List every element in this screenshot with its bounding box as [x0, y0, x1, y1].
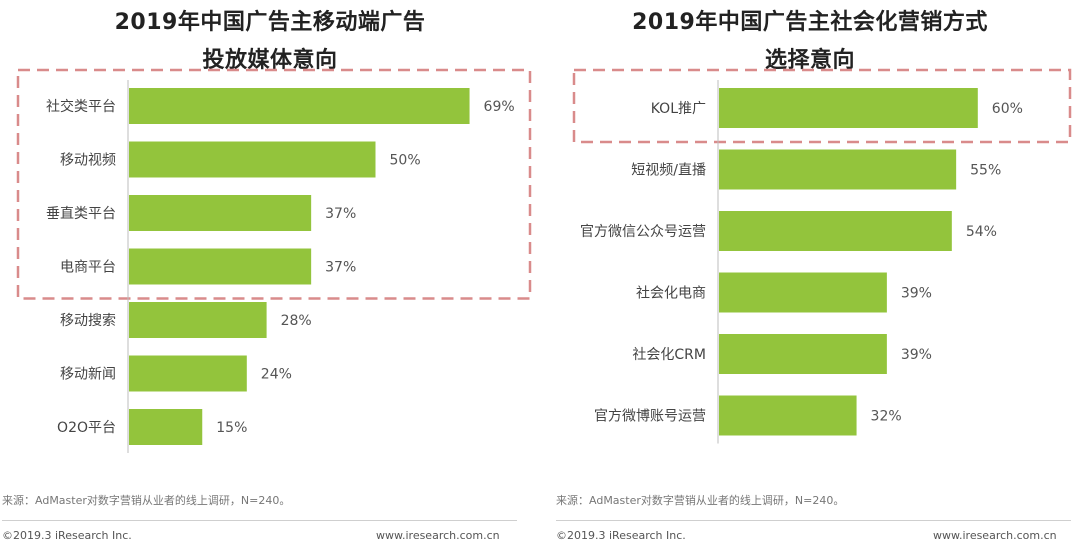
bar-5: [129, 302, 267, 338]
bar-6: [129, 355, 247, 392]
value-label-5: 39%: [901, 347, 932, 363]
value-label-6: 24%: [261, 367, 292, 383]
category-label-6: 官方微博账号运营: [594, 408, 706, 425]
category-label-4: 社会化电商: [636, 286, 706, 302]
category-label-3: 垂直类平台: [46, 205, 116, 222]
source-note: 来源：AdMaster对数字营销从业者的线上调研，N=240。: [2, 494, 291, 507]
value-label-7: 15%: [216, 420, 247, 436]
category-label-5: 社会化CRM: [632, 347, 706, 363]
chart-title-line1: 2019年中国广告主社会化营销方式: [632, 10, 988, 35]
source-note: 来源：AdMaster对数字营销从业者的线上调研，N=240。: [556, 494, 845, 507]
value-label-3: 54%: [966, 224, 997, 240]
value-label-6: 32%: [871, 409, 902, 425]
bar-3: [129, 195, 312, 231]
value-label-2: 50%: [390, 153, 421, 169]
value-label-3: 37%: [325, 206, 356, 222]
footer-divider: [556, 520, 1071, 521]
chart-panel-right: 2019年中国广告主社会化营销方式 选择意向 KOL推广 60% 短视频/直播 55%…: [540, 0, 1080, 545]
bar-2: [719, 149, 957, 190]
bar-4: [129, 248, 312, 285]
value-label-5: 28%: [281, 313, 312, 329]
bar-3: [719, 211, 952, 251]
value-label-4: 39%: [901, 286, 932, 302]
category-label-5: 移动搜索: [60, 312, 116, 329]
bar-1: [719, 88, 978, 128]
category-label-7: O2O平台: [57, 420, 116, 436]
website-text: www.iresearch.com.cn: [933, 529, 1057, 542]
copyright-text: ©2019.3 iResearch Inc.: [2, 529, 132, 542]
bar-chart-left: 社交类平台 69% 移动视频 50% 垂直类平台 37% 电商平台 37% 移动搜索 28% 移动新…: [16, 68, 532, 453]
category-label-4: 电商平台: [60, 260, 116, 276]
category-label-6: 移动新闻: [60, 367, 116, 383]
copyright-text: ©2019.3 iResearch Inc.: [556, 529, 686, 542]
bar-chart-right: KOL推广 60% 短视频/直播 55% 官方微信公众号运营 54% 社会化电商 39% 社会化…: [572, 68, 1072, 444]
chart-title-line1: 2019年中国广告主移动端广告: [114, 10, 426, 35]
bar-4: [719, 272, 887, 313]
bar-6: [719, 395, 857, 436]
website-text: www.iresearch.com.cn: [376, 529, 500, 542]
value-label-1: 60%: [992, 101, 1023, 117]
value-label-1: 69%: [484, 99, 515, 115]
category-label-3: 官方微信公众号运营: [580, 224, 706, 240]
category-label-2: 移动视频: [60, 153, 116, 169]
bar-5: [719, 334, 887, 374]
category-label-2: 短视频/直播: [631, 162, 706, 179]
bar-7: [129, 409, 203, 445]
bar-2: [129, 141, 376, 178]
footer-divider: [2, 520, 517, 521]
value-label-4: 37%: [325, 260, 356, 276]
value-label-2: 55%: [970, 163, 1001, 179]
bar-1: [129, 88, 470, 124]
highlight-box: [16, 68, 532, 300]
category-label-1: 社交类平台: [46, 98, 116, 115]
chart-panel-left: 2019年中国广告主移动端广告 投放媒体意向 社交类平台 69% 移动视频 50% 垂直…: [2, 10, 532, 542]
category-label-1: KOL推广: [651, 101, 706, 117]
highlight-box: [572, 68, 1072, 144]
